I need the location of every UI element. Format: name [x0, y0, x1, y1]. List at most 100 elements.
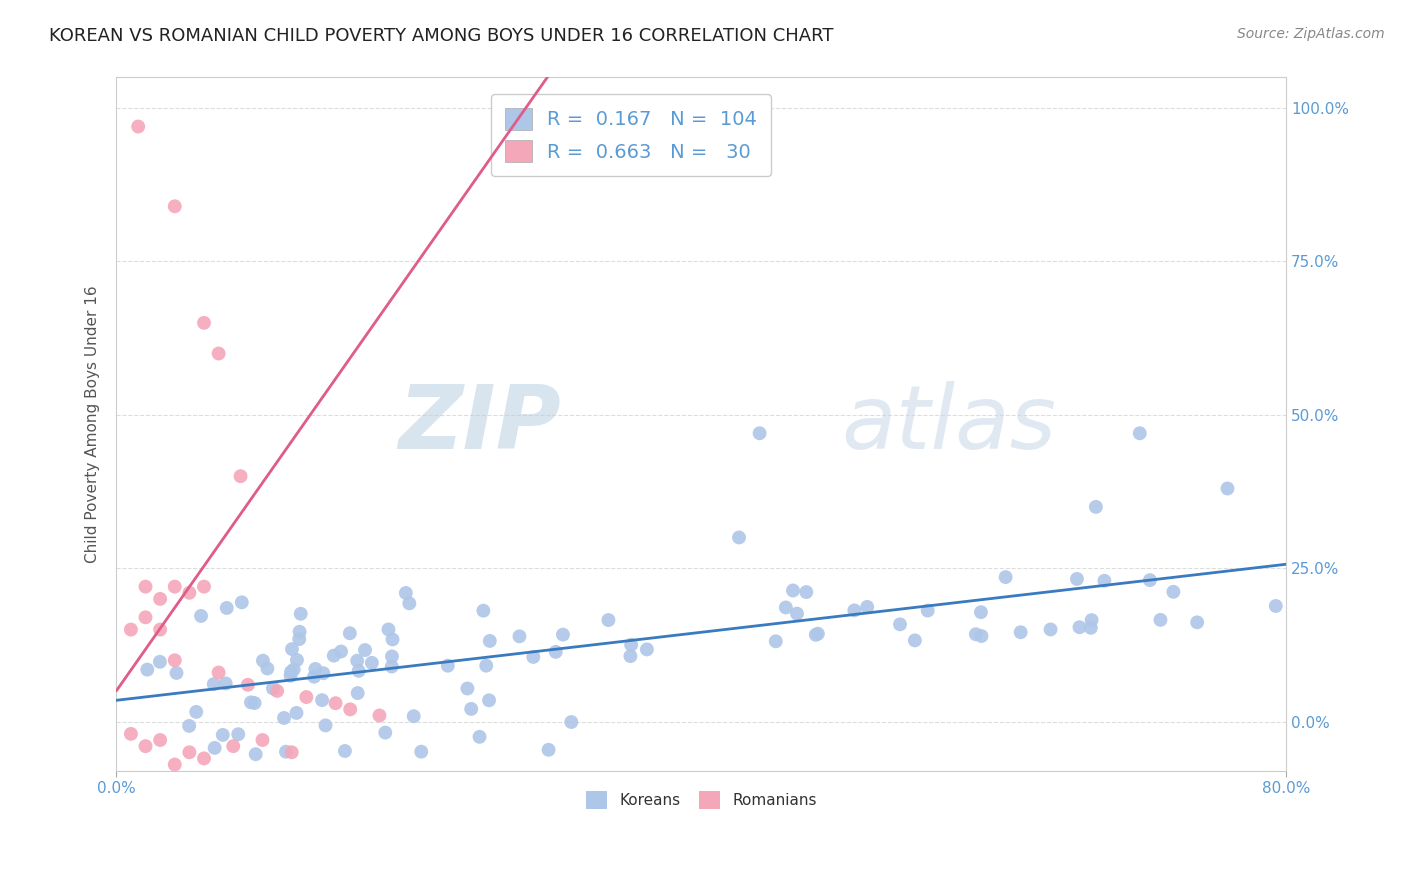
Point	[381, 649, 404, 664]
Legend: Koreans, Romanians: Koreans, Romanians	[579, 785, 823, 815]
Point	[283, 663, 305, 677]
Point	[456, 681, 478, 696]
Point	[245, 747, 267, 761]
Point	[204, 740, 226, 755]
Point	[304, 662, 326, 676]
Point	[917, 604, 939, 618]
Point	[598, 613, 620, 627]
Point	[273, 711, 295, 725]
Point	[229, 469, 252, 483]
Point	[243, 696, 266, 710]
Point	[354, 643, 377, 657]
Point	[620, 638, 643, 652]
Point	[475, 658, 498, 673]
Point	[970, 629, 993, 643]
Point	[807, 626, 830, 640]
Point	[193, 580, 215, 594]
Point	[274, 745, 297, 759]
Point	[163, 580, 186, 594]
Point	[127, 120, 149, 134]
Point	[560, 714, 582, 729]
Text: Source: ZipAtlas.com: Source: ZipAtlas.com	[1237, 27, 1385, 41]
Point	[295, 690, 318, 704]
Y-axis label: Child Poverty Among Boys Under 16: Child Poverty Among Boys Under 16	[86, 285, 100, 563]
Point	[166, 665, 188, 680]
Point	[134, 610, 156, 624]
Point	[134, 739, 156, 753]
Point	[368, 708, 391, 723]
Point	[285, 706, 308, 720]
Point	[381, 632, 404, 647]
Point	[179, 586, 201, 600]
Point	[280, 745, 302, 759]
Point	[619, 649, 641, 664]
Point	[460, 702, 482, 716]
Point	[207, 665, 229, 680]
Point	[222, 739, 245, 753]
Point	[478, 634, 501, 648]
Point	[786, 607, 808, 621]
Point	[163, 199, 186, 213]
Point	[136, 663, 159, 677]
Point	[149, 591, 172, 606]
Point	[215, 601, 238, 615]
Point	[179, 719, 201, 733]
Point	[374, 725, 396, 739]
Point	[1080, 621, 1102, 635]
Point	[280, 669, 302, 683]
Point	[211, 728, 233, 742]
Point	[1129, 426, 1152, 441]
Point	[478, 693, 501, 707]
Point	[134, 580, 156, 594]
Point	[202, 677, 225, 691]
Point	[262, 681, 284, 696]
Point	[522, 649, 544, 664]
Point	[149, 655, 172, 669]
Point	[330, 644, 353, 658]
Text: KOREAN VS ROMANIAN CHILD POVERTY AMONG BOYS UNDER 16 CORRELATION CHART: KOREAN VS ROMANIAN CHILD POVERTY AMONG B…	[49, 27, 834, 45]
Point	[1185, 615, 1208, 630]
Point	[1080, 613, 1102, 627]
Point	[1264, 599, 1286, 613]
Point	[120, 623, 142, 637]
Point	[360, 656, 382, 670]
Point	[1066, 572, 1088, 586]
Point	[1084, 500, 1107, 514]
Point	[1092, 574, 1115, 588]
Point	[1139, 573, 1161, 587]
Point	[1010, 625, 1032, 640]
Point	[290, 607, 312, 621]
Point	[794, 585, 817, 599]
Point	[889, 617, 911, 632]
Point	[315, 718, 337, 732]
Point	[965, 627, 987, 641]
Point	[226, 727, 249, 741]
Point	[266, 684, 288, 698]
Point	[252, 654, 274, 668]
Point	[346, 686, 368, 700]
Point	[804, 628, 827, 642]
Point	[281, 642, 304, 657]
Point	[904, 633, 927, 648]
Point	[636, 642, 658, 657]
Point	[339, 702, 361, 716]
Point	[312, 666, 335, 681]
Point	[537, 743, 560, 757]
Point	[285, 653, 308, 667]
Point	[179, 745, 201, 759]
Point	[508, 629, 530, 643]
Point	[437, 658, 460, 673]
Point	[120, 727, 142, 741]
Point	[728, 531, 751, 545]
Point	[288, 624, 311, 639]
Point	[994, 570, 1017, 584]
Point	[395, 586, 418, 600]
Point	[288, 632, 311, 646]
Point	[377, 623, 399, 637]
Point	[236, 678, 259, 692]
Point	[856, 599, 879, 614]
Point	[1216, 482, 1239, 496]
Point	[325, 696, 347, 710]
Point	[765, 634, 787, 648]
Point	[468, 730, 491, 744]
